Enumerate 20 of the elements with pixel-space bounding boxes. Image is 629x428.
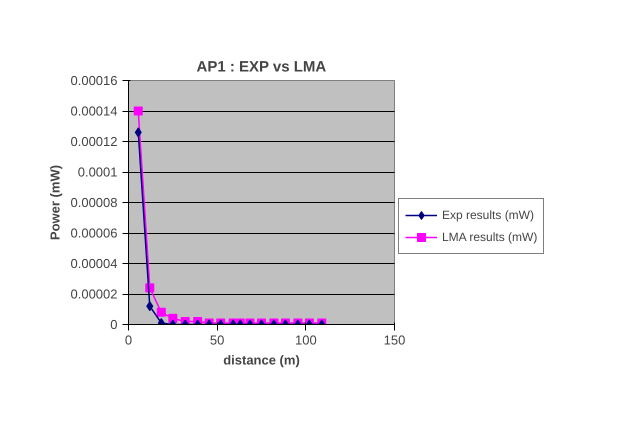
y-axis-title: Power (mW) bbox=[48, 164, 63, 240]
legend-label: Exp results (mW) bbox=[442, 208, 534, 222]
y-tick-label: 0.00008 bbox=[70, 195, 118, 210]
y-tick-label: 0.00002 bbox=[70, 286, 118, 302]
legend-label: LMA results (mW) bbox=[442, 230, 538, 244]
x-axis-title: distance (m) bbox=[223, 352, 300, 368]
y-tick-label: 0.0001 bbox=[78, 164, 118, 180]
y-tick-label: 0.00016 bbox=[70, 73, 118, 88]
y-tick-label: 0.00006 bbox=[70, 226, 118, 240]
x-tick-label: 0 bbox=[124, 332, 132, 348]
x-tick-label: 50 bbox=[210, 332, 224, 348]
point bbox=[134, 127, 142, 138]
chart-title: AP1 : EXP vs LMA bbox=[196, 58, 326, 76]
point bbox=[134, 106, 143, 116]
y-tick-label: 0.00014 bbox=[70, 104, 118, 118]
y-tick-label: 0.00012 bbox=[70, 134, 118, 149]
y-tick-label: 0 bbox=[110, 317, 118, 332]
y-tick-label: 0.00004 bbox=[70, 256, 118, 271]
x-tick-label: 150 bbox=[384, 332, 406, 348]
x-tick-label: 100 bbox=[294, 332, 317, 348]
